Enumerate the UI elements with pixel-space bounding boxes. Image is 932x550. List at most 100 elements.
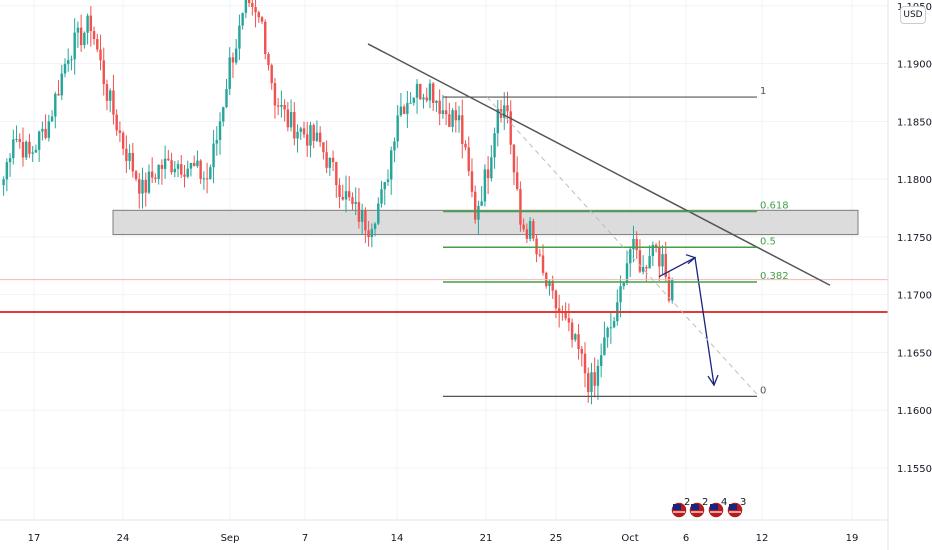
candle-body — [86, 15, 89, 33]
candle-body — [286, 109, 290, 128]
candle-body — [247, 0, 251, 4]
candle-body — [373, 223, 377, 230]
candle-body — [251, 3, 254, 8]
candle-body — [512, 144, 516, 173]
x-tick-label: 24 — [117, 533, 130, 544]
candle-body — [73, 32, 76, 60]
candle-body — [664, 254, 667, 277]
candle-body — [409, 102, 412, 104]
candle-body — [44, 128, 47, 138]
candle-body — [170, 160, 173, 173]
candle-body — [383, 181, 386, 190]
candle-body — [431, 83, 435, 103]
candle-body — [370, 229, 374, 238]
candle-body — [105, 84, 109, 101]
candle-body — [580, 349, 583, 354]
grid — [0, 0, 888, 520]
candle-body — [490, 157, 493, 179]
candle-body — [638, 250, 642, 272]
candle-body — [83, 32, 86, 46]
fib-level-label: 0 — [760, 385, 766, 396]
candle-body — [522, 224, 525, 230]
event-marker[interactable]: 4 — [707, 497, 727, 519]
y-tick-label: 1.17000 — [897, 291, 932, 302]
candle-body — [380, 189, 383, 204]
event-marker[interactable]: 2 — [688, 497, 708, 519]
resistance-zone-rect[interactable] — [112, 209, 859, 236]
candle-body — [322, 142, 325, 153]
candle-body — [34, 149, 38, 153]
descending-trendline[interactable] — [367, 43, 831, 286]
candle-body — [486, 169, 490, 179]
candle-body — [225, 89, 228, 108]
candle-body — [99, 49, 102, 61]
candle-body — [215, 139, 219, 144]
candle-body — [525, 229, 529, 239]
candle-body — [661, 254, 664, 267]
candle-body — [176, 164, 180, 169]
candle-body — [257, 12, 260, 18]
candle-body — [41, 128, 44, 132]
candle-body — [461, 115, 464, 144]
candle-body — [435, 100, 438, 103]
fib-level-label: 0.382 — [760, 271, 789, 282]
candle-body — [444, 110, 448, 115]
event-marker[interactable]: 3 — [726, 497, 746, 519]
drawings[interactable] — [0, 43, 888, 387]
candle-body — [593, 372, 596, 386]
candle-body — [241, 12, 244, 26]
candle-body — [509, 111, 512, 145]
candle-body — [406, 103, 409, 114]
projection-path[interactable] — [658, 254, 719, 387]
candle-body — [173, 168, 177, 173]
candle-body — [12, 139, 15, 159]
candle-body — [128, 152, 131, 161]
candle-body — [577, 334, 580, 350]
candle-body — [570, 322, 574, 340]
arrow-head-up — [685, 254, 697, 265]
flag-canton — [729, 504, 737, 510]
candle-body — [470, 171, 474, 192]
fib-level-label: 0.618 — [760, 200, 789, 211]
candle-body — [131, 152, 135, 172]
candle-body — [231, 57, 235, 63]
candle-body — [535, 238, 538, 255]
candle-body — [532, 220, 535, 239]
candle-body — [335, 162, 338, 186]
candle-body — [412, 97, 416, 103]
currency-badge[interactable]: USD — [900, 6, 926, 24]
y-tick-label: 1.18500 — [897, 117, 932, 128]
candle-body — [244, 0, 248, 13]
candle-body — [180, 164, 183, 175]
candle-body — [186, 168, 189, 177]
x-tick-label: 6 — [683, 533, 689, 544]
candle-body — [273, 83, 277, 106]
candle-body — [260, 17, 264, 22]
event-marker[interactable]: 2 — [670, 497, 690, 519]
candle-body — [622, 282, 625, 287]
candle-body — [564, 312, 567, 319]
candle-body — [538, 254, 542, 256]
y-tick-label: 1.16500 — [897, 348, 932, 359]
x-tick-label: 19 — [846, 533, 859, 544]
candle-body — [606, 327, 609, 338]
y-tick-label: 1.18000 — [897, 175, 932, 186]
candle-body — [8, 158, 12, 163]
resistance-zone[interactable] — [112, 209, 859, 236]
candle-body — [503, 105, 506, 118]
candle-body — [121, 132, 125, 149]
candle-body — [515, 172, 519, 190]
event-markers[interactable]: 2 2 4 3 — [670, 497, 746, 519]
event-count: 2 — [702, 497, 708, 508]
candle-body — [37, 131, 41, 150]
candle-body — [183, 174, 186, 177]
candle-body — [57, 93, 60, 96]
fibonacci-retracement[interactable]: 1 0.618 0.5 0.382 0 — [443, 86, 789, 397]
candle-body — [192, 162, 196, 167]
x-tick-label: 7 — [302, 533, 308, 544]
candle-body — [541, 255, 545, 273]
candle-body — [163, 158, 167, 169]
candle-body — [299, 128, 302, 132]
candle-body — [415, 83, 419, 98]
